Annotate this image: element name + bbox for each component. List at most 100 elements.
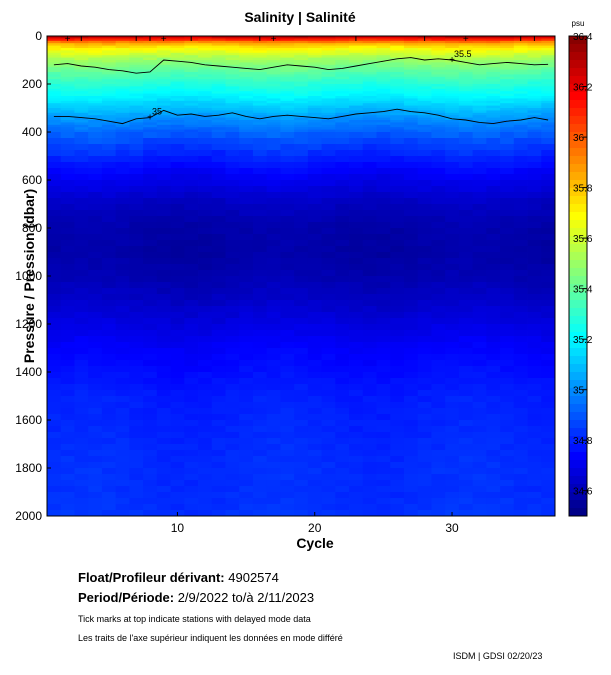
heatmap-cell (541, 288, 556, 295)
heatmap-cell (472, 67, 487, 70)
heatmap-cell (101, 64, 117, 68)
heatmap-cell (417, 258, 432, 265)
heatmap-cell (403, 444, 419, 451)
heatmap-cell (390, 112, 405, 116)
heatmap-cell (403, 86, 419, 90)
heatmap-cell (321, 486, 336, 493)
heatmap-cell (225, 498, 240, 505)
heatmap-cell (211, 122, 226, 126)
heatmap-cell (184, 270, 199, 277)
heatmap-cell (211, 76, 226, 80)
heatmap-cell (307, 330, 322, 337)
heatmap-cell (156, 216, 171, 223)
heatmap-cell (541, 228, 556, 235)
heatmap-cell (390, 115, 405, 118)
heatmap-cell (74, 150, 89, 157)
heatmap-cell (294, 43, 309, 46)
heatmap-cell (417, 246, 432, 253)
heatmap-cell (115, 120, 130, 123)
heatmap-cell (431, 318, 446, 325)
heatmap-cell (115, 366, 130, 373)
heatmap-cell (184, 240, 199, 247)
heatmap-cell (101, 79, 117, 82)
heatmap-cell (362, 468, 377, 475)
heatmap-cell (445, 450, 460, 457)
heatmap-cell (170, 96, 185, 99)
heatmap-cell (362, 103, 377, 106)
heatmap-cell (335, 88, 350, 92)
heatmap-cell (156, 150, 171, 157)
heatmap-cell (349, 110, 364, 114)
heatmap-cell (513, 210, 528, 217)
heatmap-cell (417, 216, 432, 223)
heatmap-cell (184, 354, 199, 361)
heatmap-cell (527, 312, 542, 319)
heatmap-cell (349, 408, 364, 415)
heatmap-cell (472, 336, 487, 343)
period-label: Period/Période: (78, 590, 175, 605)
heatmap-cell (307, 36, 322, 39)
heatmap-cell (431, 124, 446, 128)
heatmap-cell (280, 96, 295, 99)
heatmap-cell (472, 408, 487, 415)
heatmap-cell (266, 306, 281, 313)
heatmap-cell (74, 88, 89, 92)
heatmap-cell (239, 318, 254, 325)
heatmap-cell (472, 432, 487, 439)
heatmap-cell (88, 40, 103, 44)
heatmap-cell (170, 420, 185, 427)
heatmap-cell (252, 105, 268, 109)
heatmap-cell (115, 127, 130, 130)
heatmap-cell (349, 240, 364, 247)
heatmap-cell (266, 122, 281, 126)
heatmap-cell (184, 312, 199, 319)
heatmap-cell (527, 354, 542, 361)
heatmap-cell (390, 117, 405, 121)
heatmap-cell (252, 234, 268, 241)
heatmap-cell (349, 93, 364, 97)
heatmap-cell (143, 124, 158, 128)
heatmap-cell (335, 420, 350, 427)
heatmap-cell (156, 162, 171, 169)
heatmap-cell (88, 402, 103, 409)
heatmap-cell (60, 498, 75, 505)
heatmap-cell (513, 228, 528, 235)
heatmap-cell (294, 129, 309, 133)
heatmap-cell (307, 420, 322, 427)
heatmap-cell (143, 138, 158, 145)
heatmap-cell (362, 438, 377, 445)
colorbar-segment (569, 108, 587, 117)
heatmap-cell (527, 67, 542, 70)
heatmap-cell (403, 276, 419, 283)
heatmap-cell (307, 52, 322, 56)
heatmap-cell (198, 288, 213, 295)
heatmap-cell (47, 252, 62, 259)
heatmap-cell (513, 432, 528, 439)
heatmap-cell (198, 124, 213, 128)
heatmap-cell (143, 103, 158, 106)
heatmap-cell (60, 450, 75, 457)
heatmap-cell (280, 57, 295, 61)
heatmap-cell (129, 60, 144, 63)
heatmap-cell (280, 204, 295, 211)
heatmap-cell (541, 300, 556, 307)
heatmap-cell (294, 100, 309, 104)
heatmap-cell (472, 124, 487, 128)
heatmap-cell (362, 492, 377, 499)
heatmap-cell (47, 36, 62, 39)
heatmap-cell (170, 246, 185, 253)
heatmap-cell (390, 390, 405, 397)
heatmap-cell (74, 480, 89, 487)
heatmap-cell (349, 444, 364, 451)
heatmap-cell (321, 456, 336, 463)
heatmap-cell (403, 162, 419, 169)
heatmap-cell (321, 324, 336, 331)
heatmap-cell (321, 40, 336, 44)
heatmap-cell (88, 450, 103, 457)
heatmap-cell (252, 420, 268, 427)
heatmap-cell (349, 115, 364, 118)
heatmap-cell (458, 372, 474, 379)
heatmap-cell (252, 246, 268, 253)
heatmap-cell (184, 318, 199, 325)
heatmap-cell (527, 144, 542, 151)
